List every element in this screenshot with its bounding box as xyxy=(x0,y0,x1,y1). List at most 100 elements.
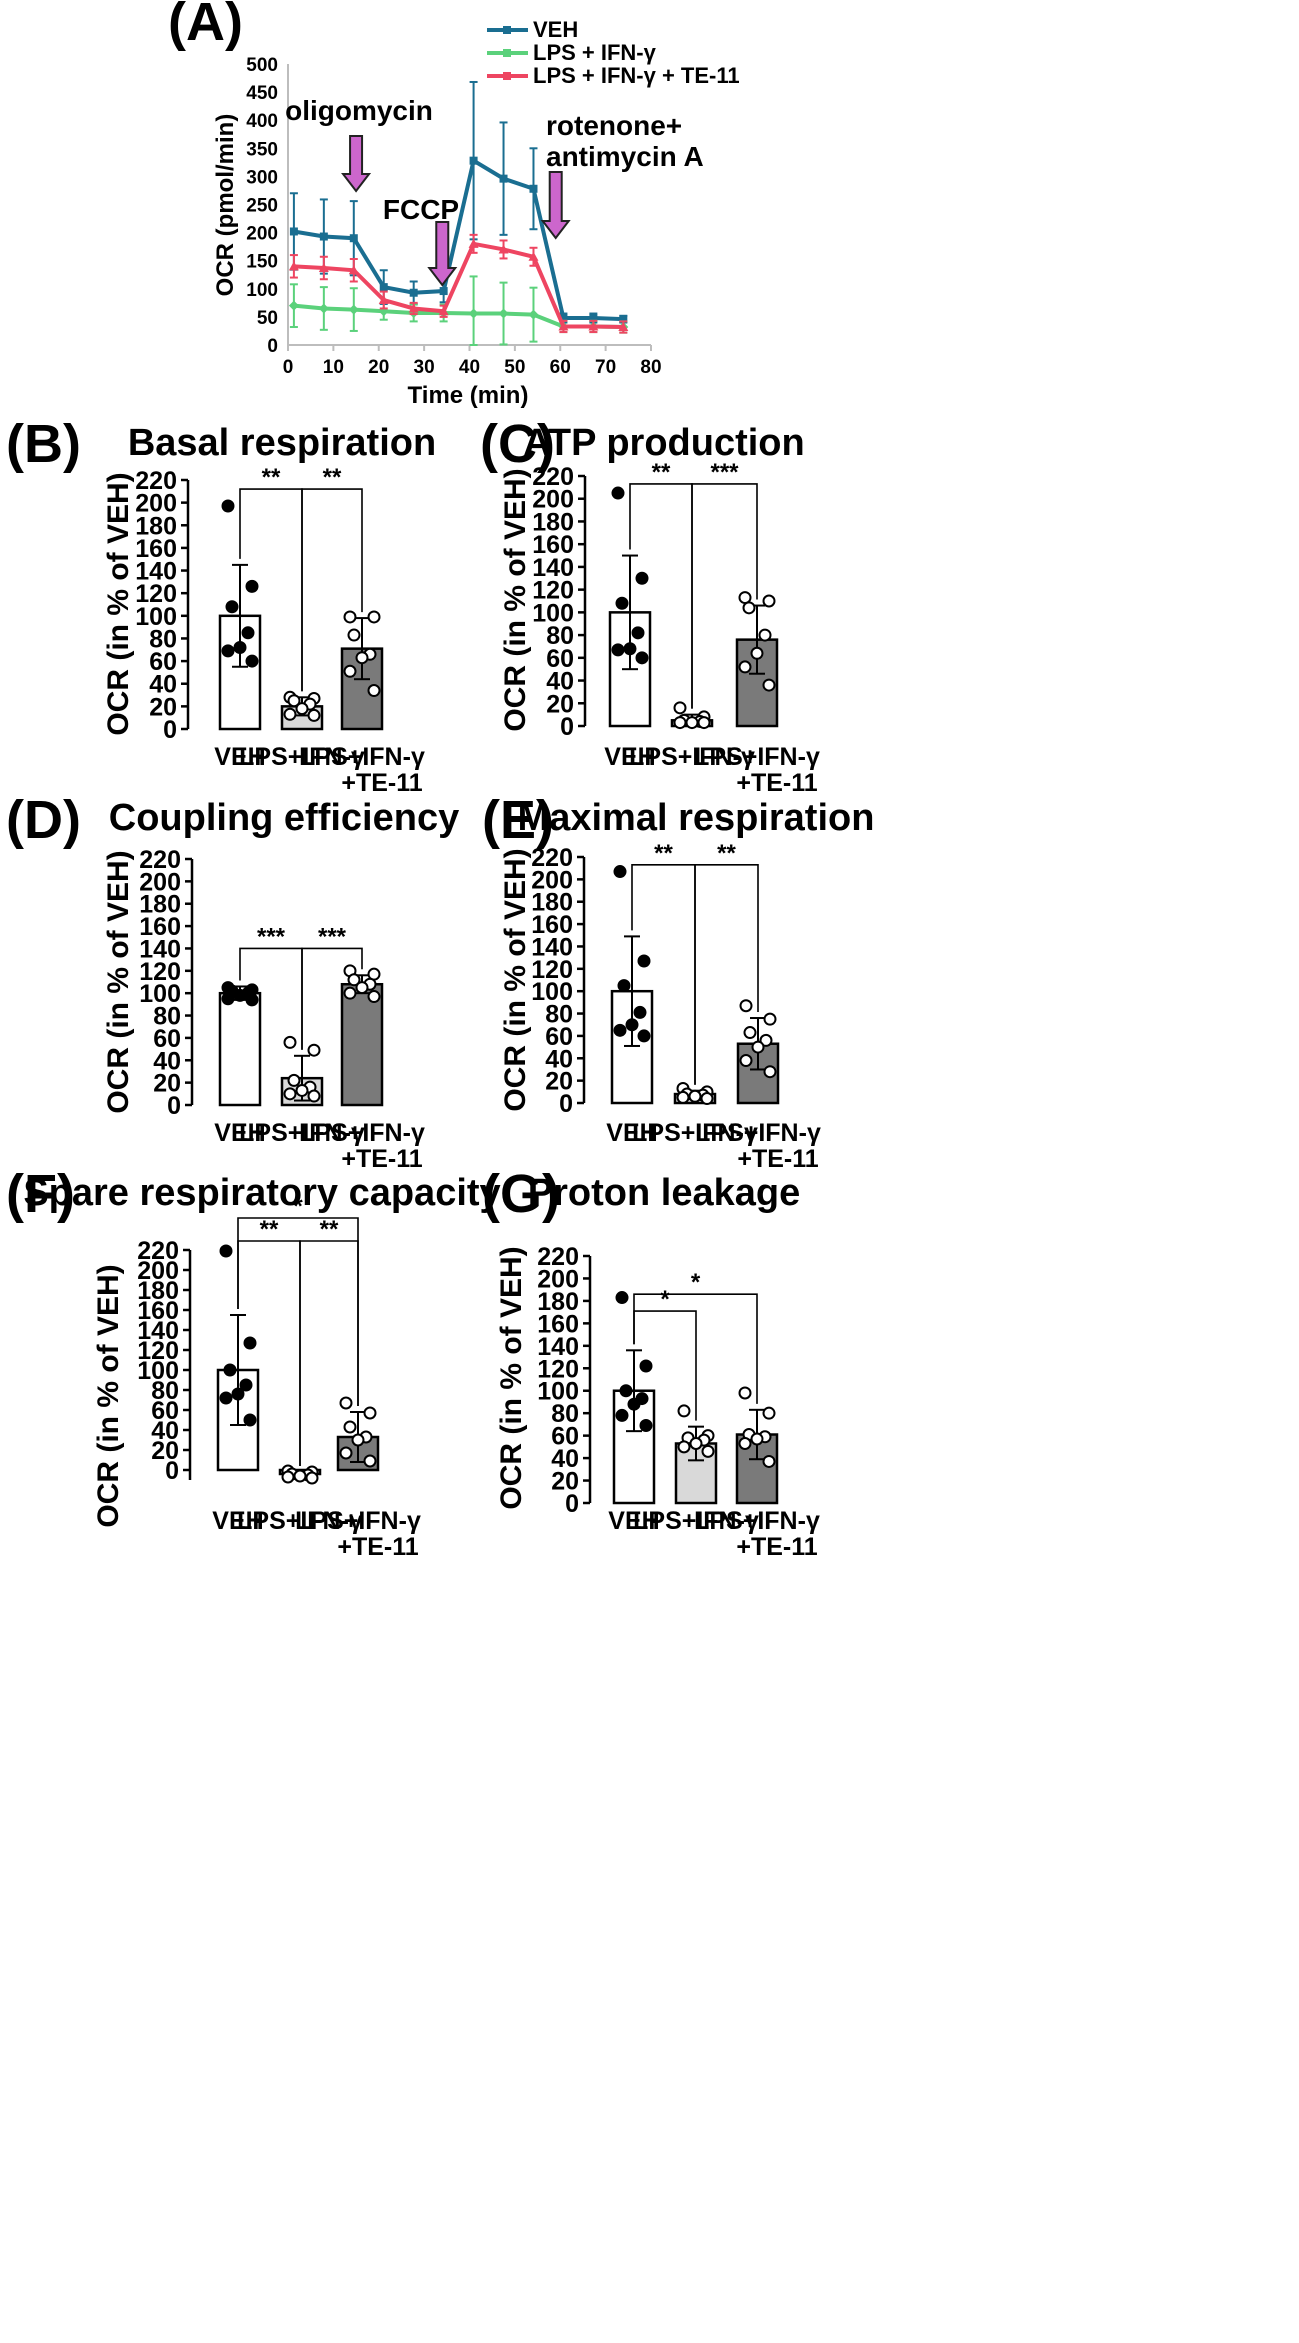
y-tick-label: 140 xyxy=(139,935,181,963)
data-point xyxy=(625,1018,639,1032)
series-point xyxy=(469,156,478,165)
y-tick-label: 160 xyxy=(135,535,177,563)
y-tick-label: 350 xyxy=(246,139,278,160)
panel-title: Maximal respiration xyxy=(518,797,875,839)
y-tick-label: 80 xyxy=(551,1400,579,1428)
data-point xyxy=(637,954,651,968)
data-point xyxy=(347,973,361,987)
data-point xyxy=(738,1436,752,1450)
series-point xyxy=(348,265,359,275)
y-tick-label: 200 xyxy=(246,224,278,245)
y-tick-label: 180 xyxy=(531,889,573,917)
data-point xyxy=(307,1089,321,1103)
y-tick-label: 0 xyxy=(163,716,177,744)
bar xyxy=(340,982,384,1107)
y-tick-label: 80 xyxy=(151,1377,179,1405)
data-point xyxy=(287,1073,301,1087)
data-point xyxy=(615,596,629,610)
series-point xyxy=(499,174,508,183)
data-point xyxy=(739,999,753,1013)
y-tick-label: 150 xyxy=(246,252,278,273)
data-point xyxy=(750,646,764,660)
data-point xyxy=(347,628,361,642)
data-point xyxy=(295,702,309,716)
data-point xyxy=(367,684,381,698)
series-point xyxy=(319,232,328,241)
significance-label: ** xyxy=(654,840,673,867)
panel-title: ATP production xyxy=(523,422,804,464)
data-point xyxy=(367,990,381,1004)
legend-entry: LPS + IFN-γ + TE-11 xyxy=(533,63,740,88)
data-point xyxy=(355,651,369,665)
data-point xyxy=(637,1029,651,1043)
data-point xyxy=(307,708,321,722)
series-point xyxy=(379,283,388,292)
panel-title: Coupling efficiency xyxy=(109,797,459,839)
series-point xyxy=(378,295,389,305)
y-tick-label: 60 xyxy=(151,1397,179,1425)
x-tick-label: 50 xyxy=(504,357,525,378)
y-tick-label: 20 xyxy=(551,1468,579,1496)
data-point xyxy=(751,1040,765,1054)
x-axis-title: Time (min) xyxy=(408,382,529,409)
data-point xyxy=(763,1065,777,1079)
panel-letter: (D) xyxy=(6,790,81,850)
fccp-arrow xyxy=(427,221,458,287)
y-tick-label: 40 xyxy=(151,1417,179,1445)
y-tick-label: 40 xyxy=(153,1047,181,1075)
data-point xyxy=(759,1033,773,1047)
data-point xyxy=(738,660,752,674)
legend-marker xyxy=(503,26,511,34)
significance-label: * xyxy=(660,1286,670,1313)
y-tick-label: 0 xyxy=(165,1457,179,1485)
data-point xyxy=(758,628,772,642)
category-label: LPS+IFN-γ xyxy=(299,743,425,771)
y-tick-label: 160 xyxy=(139,913,181,941)
series-point xyxy=(589,314,598,323)
y-tick-label: 50 xyxy=(257,308,278,329)
y-tick-label: 0 xyxy=(559,1090,573,1118)
data-point xyxy=(673,716,687,730)
data-point xyxy=(685,716,699,730)
y-tick-label: 120 xyxy=(135,580,177,608)
data-point xyxy=(219,1391,233,1405)
data-point xyxy=(613,865,627,879)
series-point xyxy=(468,308,479,319)
data-point xyxy=(739,1054,753,1068)
series-point xyxy=(408,303,419,313)
data-point xyxy=(239,1378,253,1392)
y-tick-label: 40 xyxy=(545,1045,573,1073)
data-point xyxy=(221,992,235,1006)
series-line xyxy=(293,157,624,322)
y-tick-label: 100 xyxy=(532,599,574,627)
data-point xyxy=(339,1446,353,1460)
data-point xyxy=(221,644,235,658)
significance-label: ** xyxy=(652,459,671,486)
data-point xyxy=(762,594,776,608)
data-point xyxy=(231,1387,245,1401)
fccp-label: FCCP xyxy=(383,194,459,225)
y-tick-label: 20 xyxy=(546,690,574,718)
y-tick-label: 180 xyxy=(537,1288,579,1316)
significance-label: ** xyxy=(320,1216,339,1243)
y-tick-label: 220 xyxy=(137,1237,179,1265)
data-point xyxy=(287,694,301,708)
category-label: VEH xyxy=(214,743,265,771)
category-label: LPS+IFN-γ xyxy=(694,743,820,771)
y-tick-label: 60 xyxy=(551,1423,579,1451)
panel-title: Spare respiratory capacity xyxy=(23,1172,500,1214)
y-axis-title: OCR (in % of VEH) xyxy=(92,1264,125,1527)
data-point xyxy=(633,1005,647,1019)
y-tick-label: 140 xyxy=(531,933,573,961)
data-point xyxy=(639,1359,653,1373)
series-point xyxy=(318,263,329,273)
y-tick-label: 140 xyxy=(532,554,574,582)
data-point xyxy=(355,981,369,995)
y-tick-label: 160 xyxy=(537,1310,579,1338)
y-tick-label: 160 xyxy=(532,531,574,559)
category-label: VEH xyxy=(212,1507,263,1535)
y-tick-label: 120 xyxy=(531,956,573,984)
category-label: LPS+IFN-γ xyxy=(295,1507,421,1535)
